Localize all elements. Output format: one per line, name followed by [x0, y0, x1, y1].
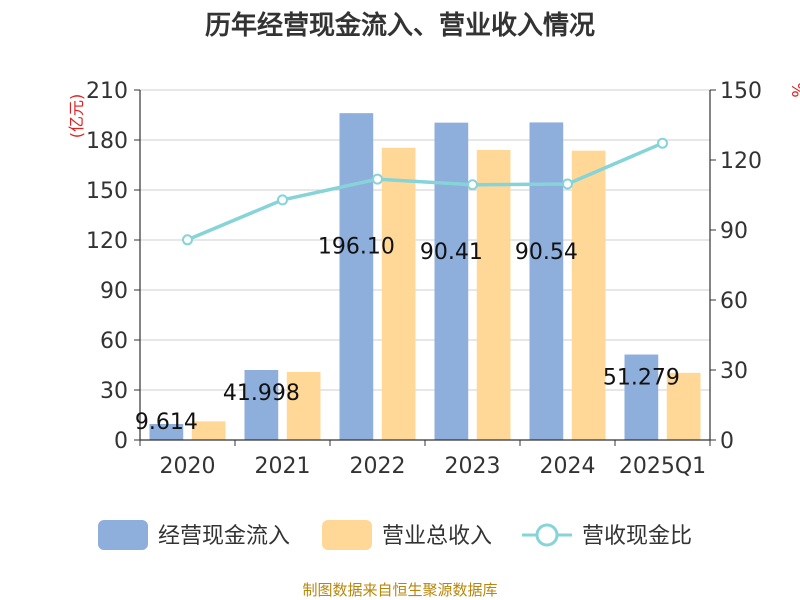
x-tick-label: 2022	[350, 454, 406, 479]
data-label: 51.279	[603, 366, 680, 391]
source-note: 制图数据来自恒生聚源数据库	[302, 581, 497, 599]
x-tick-label: 2020	[160, 454, 216, 479]
grid	[140, 89, 710, 391]
left-tick-label: 90	[100, 279, 128, 304]
ratio-point	[182, 234, 193, 246]
legend-label-cash-inflow: 经营现金流入	[158, 524, 290, 549]
x-tick-label: 2023	[445, 454, 501, 479]
right-tick-label: 120	[720, 149, 762, 174]
axes: 0 30 60 90 120 150 180 210 0 30 60 90 120 150 2020 2021…	[86, 79, 762, 479]
ratio-polyline	[186, 141, 664, 242]
left-axis-unit: (亿元)	[67, 94, 86, 139]
x-tick-label: 2024	[540, 454, 596, 479]
bar-cash-inflow	[529, 122, 564, 440]
ratio-line	[182, 137, 668, 246]
data-label: 41.998	[223, 381, 300, 406]
right-tick-label: 0	[720, 429, 734, 454]
bar-cash-inflow	[434, 122, 469, 441]
left-tick-label: 60	[100, 329, 128, 354]
bar-revenue	[666, 372, 701, 440]
right-tick-label: 150	[720, 79, 762, 104]
left-tick-label: 180	[86, 129, 128, 154]
legend-swatch-cash-inflow	[98, 520, 148, 550]
ratio-point	[657, 137, 668, 149]
data-label: 9.614	[135, 410, 198, 435]
data-label: 196.10	[318, 235, 395, 260]
bar-cash-inflow	[624, 354, 659, 440]
bars	[149, 113, 701, 441]
legend: 经营现金流入 营业总收入 营收现金比	[98, 520, 692, 550]
left-tick-label: 150	[86, 179, 128, 204]
x-tick-label: 2025Q1	[619, 454, 706, 479]
bar-revenue	[191, 421, 226, 440]
left-tick-label: 30	[100, 379, 128, 404]
left-tick-label: 0	[114, 429, 128, 454]
right-tick-label: 30	[720, 359, 748, 384]
ratio-point	[467, 179, 478, 191]
chart-title: 历年经营现金流入、营业收入情况	[205, 10, 595, 41]
right-tick-label: 90	[720, 219, 748, 244]
bar-cash-inflow	[149, 423, 184, 440]
legend-label-ratio: 营收现金比	[582, 524, 692, 549]
left-tick-label: 120	[86, 229, 128, 254]
data-label: 90.54	[515, 240, 578, 265]
ratio-point	[277, 194, 288, 206]
bar-revenue	[286, 372, 321, 440]
bar-revenue	[571, 150, 606, 440]
legend-swatch-revenue	[322, 520, 372, 550]
bar-cash-inflow	[244, 370, 279, 440]
x-tick-label: 2021	[255, 454, 311, 479]
ratio-point	[372, 173, 383, 185]
data-label: 90.41	[420, 240, 483, 265]
bar-cash-inflow	[339, 113, 374, 441]
right-tick-label: 60	[720, 289, 748, 314]
bar-revenue	[381, 147, 416, 441]
left-tick-label: 210	[86, 79, 128, 104]
legend-label-revenue: 营业总收入	[382, 524, 492, 549]
bar-revenue	[476, 150, 511, 440]
ratio-point	[562, 178, 573, 190]
legend-marker-ratio	[535, 523, 559, 547]
right-axis-unit: %	[788, 82, 800, 97]
data-labels: 9.614 41.998 196.10 90.41 90.54 51.279	[135, 235, 680, 435]
